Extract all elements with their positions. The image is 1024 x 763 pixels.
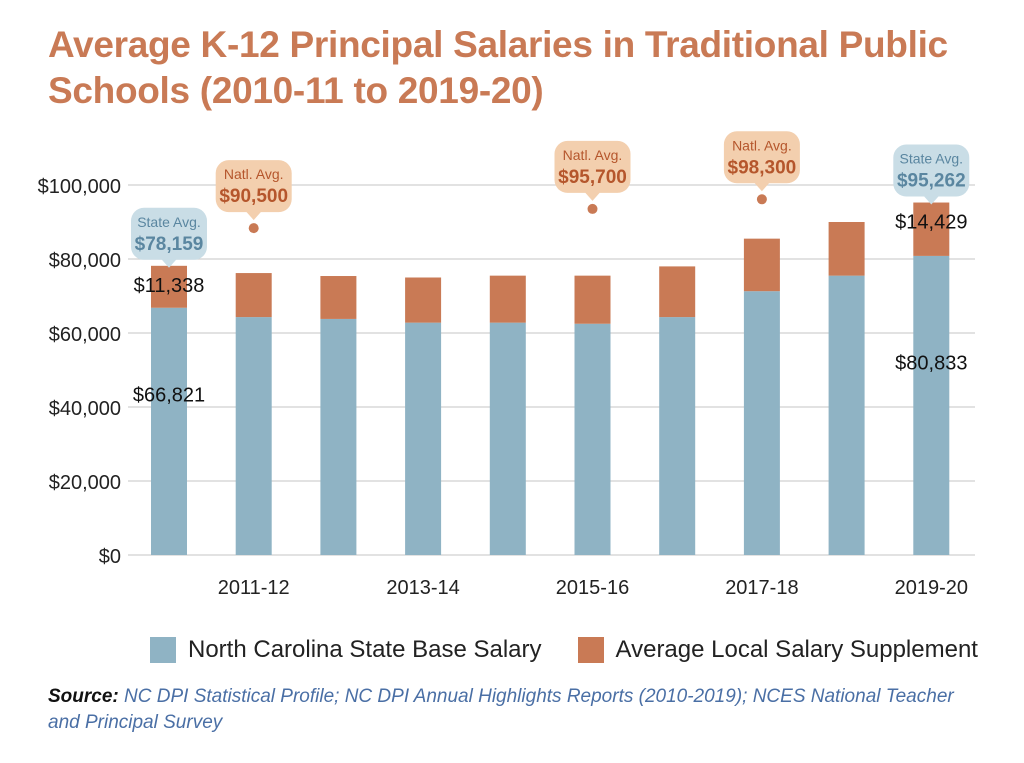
callout-value: $95,700 [558,167,627,188]
national-average-marker [587,203,598,214]
callout-label: Natl. Avg. [224,166,284,182]
callout-pointer [584,191,601,201]
national-average-marker [248,223,259,234]
state-average-callout: State Avg. $78,159 [131,207,207,268]
y-tick-label: $40,000 [49,398,121,420]
national-average-callout: Natl. Avg. $98,300 [723,131,800,205]
callout-label: State Avg. [137,214,201,230]
data-labels: $11,338 $66,821 $14,429 $80,833 [133,212,968,407]
callout-label: State Avg. [900,151,964,167]
callout-label: Natl. Avg. [563,147,623,163]
bar-local-supplement [489,275,526,323]
legend: North Carolina State Base Salary Average… [150,636,1014,664]
bar-local-supplement [574,275,611,324]
bar-local-supplement [659,266,696,318]
y-tick-label: $20,000 [49,472,121,494]
callout-value: $90,500 [219,186,288,207]
data-label: $80,833 [895,353,967,375]
callout-value: $78,159 [135,234,204,255]
bar-local-supplement [320,276,357,319]
bar-local-supplement [743,238,780,292]
national-average-marker [756,194,767,205]
state-average-callout: State Avg. $95,262 [893,144,970,205]
bar-local-supplement [151,265,187,308]
legend-label-supplement: Average Local Salary Supplement [615,636,978,663]
y-tick-label: $80,000 [49,250,121,272]
bar-base-salary [320,318,357,555]
bar-local-supplement [913,202,950,256]
callout-label: Natl. Avg. [732,137,792,153]
x-tick-label: 2017-18 [725,577,798,599]
callout-value: $98,300 [728,157,797,178]
chart-title: Average K-12 Principal Salaries in Tradi… [48,24,948,111]
bar-base-salary [151,307,187,555]
callout-bubble [893,144,970,197]
legend-item-supplement: Average Local Salary Supplement [577,636,978,664]
callout-value: $95,262 [897,171,966,192]
bar-base-salary [235,317,272,555]
national-average-callout: Natl. Avg. $95,700 [554,140,631,214]
bar-base-salary [489,322,526,555]
source-note: Source: NC DPI Statistical Profile; NC D… [48,684,978,736]
bar-base-salary [574,323,611,555]
source-label: Source: [48,686,119,707]
legend-swatch-base [150,637,176,663]
callout-bubble [215,160,292,213]
source-text: NC DPI Statistical Profile; NC DPI Annua… [48,686,954,733]
bar-local-supplement [405,277,442,323]
y-tick-label: $60,000 [49,324,121,346]
data-label: $14,429 [895,212,967,234]
callout-pointer [245,211,262,221]
callout-pointer [923,195,940,205]
x-tick-label: 2019-20 [895,577,968,599]
y-axis-tick-labels: $0 $20,000 $40,000 $60,000 $80,000 $100,000 [38,176,121,568]
legend-swatch-supplement [577,637,604,663]
legend-item-base: North Carolina State Base Salary [150,636,542,664]
bar-base-salary [659,317,696,555]
callout-bubble [131,207,207,260]
data-label: $66,821 [133,385,205,407]
x-axis-tick-labels: 2011-12 2013-14 2015-16 2017-18 2019-20 [218,577,968,599]
bar-base-salary [405,322,442,555]
x-tick-label: 2011-12 [218,577,290,599]
legend-label-base: North Carolina State Base Salary [188,636,542,663]
data-label: $11,338 [134,275,205,297]
callout-pointer [753,182,770,192]
x-tick-label: 2015-16 [556,577,629,599]
bar-base-salary [743,291,780,555]
bar-base-salary [828,275,865,555]
callout-pointer [161,258,177,268]
x-tick-label: 2013-14 [386,577,459,599]
callout-bubble [554,140,631,193]
y-tick-label: $100,000 [38,176,121,198]
bar-local-supplement [235,273,272,318]
bars [151,202,950,555]
national-average-callout: Natl. Avg. $90,500 [215,160,292,234]
bar-local-supplement [828,222,865,276]
y-tick-label: $0 [99,546,121,568]
bar-base-salary [913,255,950,555]
callout-bubble [723,131,800,184]
